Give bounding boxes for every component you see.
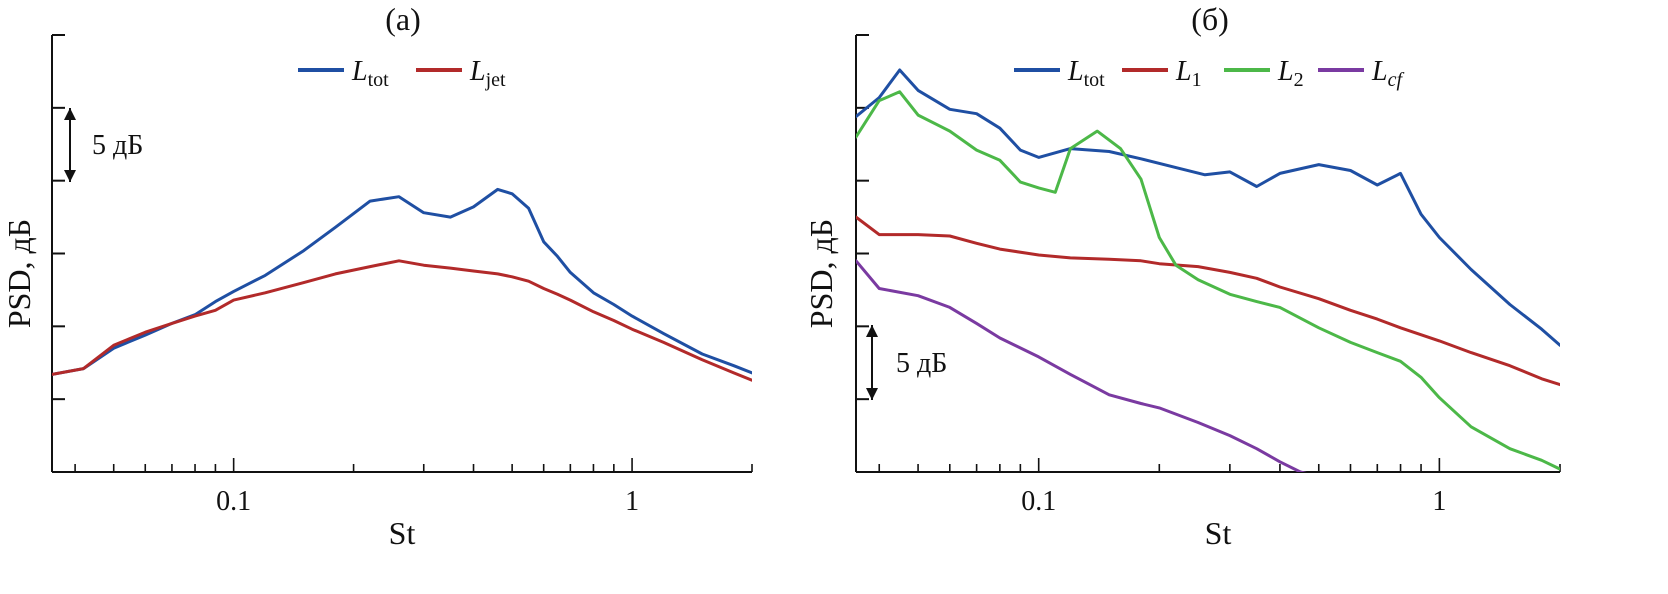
panel-a: 0.1 1 St PSD, дБ (a) 5 дБ Ltot Ljet xyxy=(1,1,753,551)
scale-bar-arrow-down xyxy=(866,388,878,400)
x-tick-label: 0.1 xyxy=(1021,486,1056,517)
scale-bar-arrow-up xyxy=(866,325,878,337)
x-axis-label: St xyxy=(389,515,416,551)
x-tick-label: 1 xyxy=(1432,486,1446,517)
legend-item-l-2: L2 xyxy=(1224,56,1304,91)
legend-item-l-jet: Ljet xyxy=(416,56,506,91)
legend-item-l-cf: Lcf xyxy=(1318,56,1404,91)
scale-bar-arrow-down xyxy=(64,170,76,182)
series-line-l-tot xyxy=(856,68,1560,347)
scale-bar-label: 5 дБ xyxy=(896,348,947,379)
panel-label: (a) xyxy=(385,1,421,37)
legend-label: L1 xyxy=(1175,56,1202,91)
legend-item-l-tot: Ltot xyxy=(298,56,389,91)
scale-bar-arrow-up xyxy=(64,108,76,120)
series-line-l-tot xyxy=(52,187,752,376)
x-axis-label: St xyxy=(1205,515,1232,551)
legend-label: Lcf xyxy=(1371,56,1404,91)
legend-item-l-tot: Ltot xyxy=(1014,56,1105,91)
legend-label: Ltot xyxy=(351,56,389,91)
legend-item-l-1: L1 xyxy=(1122,56,1202,91)
panel-b: 0.1 1 St PSD, дБ (б) 5 дБ Ltot L1 L2 Lcf xyxy=(803,1,1561,551)
series-line-l-cf xyxy=(856,259,1307,472)
panel-label: (б) xyxy=(1191,1,1229,37)
x-tick-label: 1 xyxy=(625,486,639,517)
series-line-l-2 xyxy=(856,90,1560,471)
series-line-l-jet xyxy=(52,259,752,382)
y-axis-label: PSD, дБ xyxy=(803,219,839,328)
series-line-l-1 xyxy=(856,215,1560,387)
scale-bar-label: 5 дБ xyxy=(92,130,143,161)
legend-label: Ljet xyxy=(469,56,506,91)
x-tick-label: 0.1 xyxy=(216,486,251,517)
legend-label: Ltot xyxy=(1067,56,1105,91)
legend-label: L2 xyxy=(1277,56,1304,91)
y-axis-label: PSD, дБ xyxy=(1,219,37,328)
